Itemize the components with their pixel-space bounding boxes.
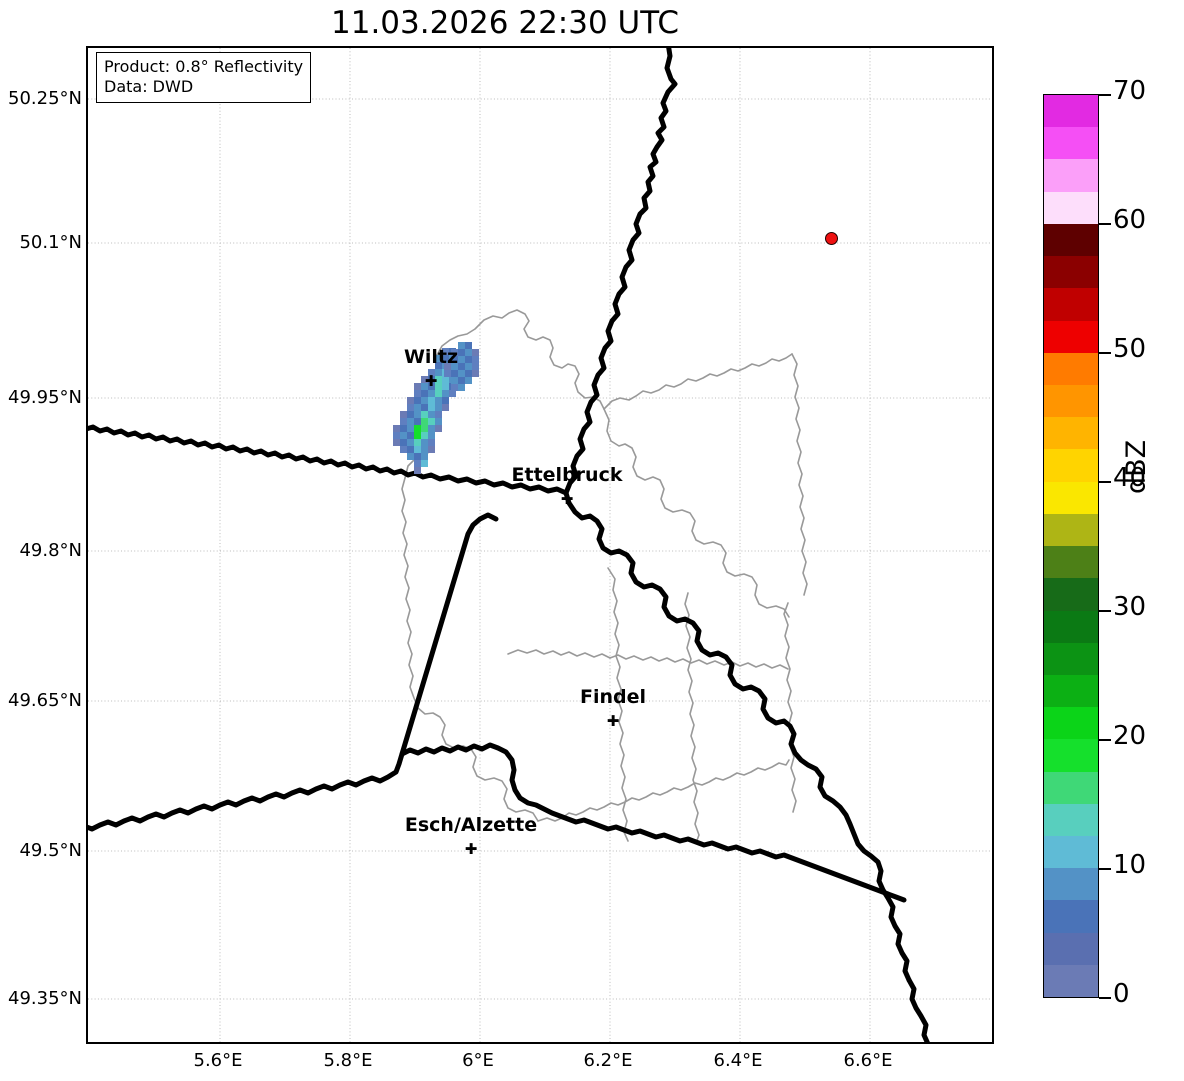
xtick-label-2: 6°E: [462, 1050, 494, 1071]
colorbar-band: [1044, 288, 1098, 321]
colorbar-band: [1044, 159, 1098, 192]
colorbar-band: [1044, 964, 1098, 998]
colorbar-band: [1044, 932, 1098, 965]
colorbar-tick-70: [1099, 94, 1111, 96]
colorbar-label-0: 0: [1113, 979, 1130, 1009]
colorbar-band: [1044, 900, 1098, 933]
ytick-label-2: 49.95°N: [8, 387, 82, 408]
colorbar-label-70: 70: [1113, 76, 1147, 106]
radar-station-dot[interactable]: [825, 232, 838, 245]
map-canvas: [88, 48, 992, 1042]
national-border: [88, 48, 930, 1042]
colorbar-band: [1044, 546, 1098, 579]
xtick-label-1: 5.8°E: [323, 1050, 373, 1071]
colorbar-band: [1044, 127, 1098, 160]
colorbar-band: [1044, 707, 1098, 740]
colorbar-band: [1044, 223, 1098, 257]
colorbar-label-10: 10: [1113, 850, 1147, 880]
xtick-label-5: 6.6°E: [843, 1050, 893, 1071]
gridlines: [88, 48, 992, 1042]
colorbar-band: [1044, 610, 1098, 643]
colorbar-label-40: 40: [1113, 463, 1147, 493]
xtick-label-3: 6.2°E: [583, 1050, 633, 1071]
colorbar-band: [1044, 352, 1098, 385]
colorbar-band: [1044, 417, 1098, 450]
colorbar-label-60: 60: [1113, 205, 1147, 235]
ytick-label-0: 50.25°N: [8, 88, 82, 109]
colorbar-band: [1044, 191, 1098, 224]
ytick-label-3: 49.8°N: [19, 540, 82, 561]
colorbar-label-50: 50: [1113, 334, 1147, 364]
colorbar-band: [1044, 320, 1098, 353]
page-title: 11.03.2026 22:30 UTC: [331, 5, 679, 41]
colorbar-axis-label: dBZ: [1121, 439, 1152, 494]
xtick-label-0: 5.6°E: [193, 1050, 243, 1071]
colorbar-tick-10: [1099, 868, 1111, 870]
ytick-label-6: 49.35°N: [8, 988, 82, 1009]
colorbar-label-20: 20: [1113, 721, 1147, 751]
colorbar-tick-0: [1099, 997, 1111, 999]
colorbar-band: [1044, 674, 1098, 708]
colorbar-tick-50: [1099, 352, 1111, 354]
colorbar-band: [1044, 256, 1098, 289]
colorbar-band: [1044, 739, 1098, 772]
colorbar-tick-20: [1099, 739, 1111, 741]
colorbar-band: [1044, 95, 1098, 128]
colorbar-tick-40: [1099, 481, 1111, 483]
colorbar-band: [1044, 771, 1098, 804]
product-line: Product: 0.8° Reflectivity: [104, 57, 304, 76]
colorbar-band: [1044, 868, 1098, 901]
colorbar-band: [1044, 449, 1098, 482]
data-source-line: Data: DWD: [104, 77, 194, 96]
colorbar-band: [1044, 481, 1098, 514]
colorbar-band: [1044, 803, 1098, 837]
ytick-label-5: 49.5°N: [19, 840, 82, 861]
colorbar-tick-30: [1099, 610, 1111, 612]
colorbar-band: [1044, 836, 1098, 869]
colorbar-band: [1044, 578, 1098, 611]
colorbar-label-30: 30: [1113, 592, 1147, 622]
product-info-box: Product: 0.8° Reflectivity Data: DWD: [96, 52, 312, 103]
colorbar[interactable]: [1043, 94, 1099, 998]
colorbar-band: [1044, 642, 1098, 675]
internal-boundaries: [401, 309, 808, 844]
map-plot-area[interactable]: Wiltz ✚ Ettelbruck ✚ Findel ✚ Esch/Alzet…: [86, 46, 994, 1044]
ytick-label-4: 49.65°N: [8, 690, 82, 711]
ytick-label-1: 50.1°N: [19, 232, 82, 253]
colorbar-band: [1044, 384, 1098, 418]
xtick-label-4: 6.4°E: [713, 1050, 763, 1071]
colorbar-tick-60: [1099, 223, 1111, 225]
radar-echo-layer: [393, 342, 479, 474]
colorbar-band: [1044, 513, 1098, 547]
